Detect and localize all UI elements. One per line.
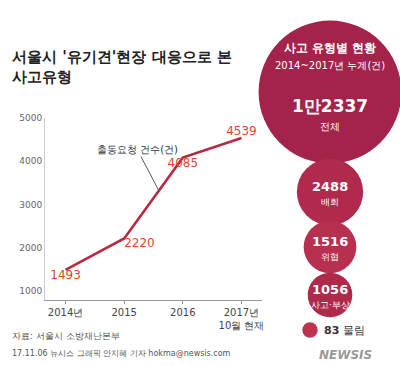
svg-text:4000: 4000 (19, 156, 42, 166)
svg-text:4539: 4539 (226, 124, 257, 138)
svg-text:17.11.06 뉴시스 그래픽 안지혜 기자 hokma@: 17.11.06 뉴시스 그래픽 안지혜 기자 hokma@newsis.com (12, 349, 231, 358)
svg-text:4085: 4085 (168, 156, 199, 170)
svg-text:2014년: 2014년 (48, 307, 83, 318)
svg-text:83 물림: 83 물림 (324, 324, 365, 337)
svg-text:2220: 2220 (124, 236, 155, 250)
svg-text:1493: 1493 (50, 268, 81, 282)
svg-text:2017년10월 현재: 2017년10월 현재 (219, 307, 265, 331)
svg-text:서울시 '유기견'현장 대응으로 본사고유형: 서울시 '유기견'현장 대응으로 본사고유형 (12, 48, 232, 86)
svg-text:전체: 전체 (320, 121, 340, 132)
svg-text:위협: 위협 (321, 252, 339, 262)
svg-text:NEWSIS: NEWSIS (319, 348, 372, 362)
svg-text:사고 유형별 현황: 사고 유형별 현황 (284, 41, 376, 55)
svg-text:1056: 1056 (312, 282, 348, 297)
svg-text:출동요청 건수(건): 출동요청 건수(건) (97, 144, 178, 155)
svg-text:2016: 2016 (170, 307, 195, 318)
svg-text:2488: 2488 (312, 179, 348, 194)
svg-text:자료: 서울시 소방재난본부: 자료: 서울시 소방재난본부 (12, 331, 120, 341)
svg-text:1516: 1516 (312, 234, 348, 249)
svg-text:5000: 5000 (19, 113, 42, 123)
svg-text:1000: 1000 (19, 286, 42, 296)
svg-text:3000: 3000 (19, 200, 42, 210)
svg-text:배회: 배회 (321, 197, 339, 207)
svg-text:사고·부상: 사고·부상 (311, 300, 350, 310)
svg-text:2014~2017년 누계(건): 2014~2017년 누계(건) (275, 60, 385, 71)
svg-text:2015: 2015 (111, 307, 136, 318)
svg-text:1만2337: 1만2337 (292, 96, 368, 116)
svg-text:2000: 2000 (19, 243, 42, 253)
